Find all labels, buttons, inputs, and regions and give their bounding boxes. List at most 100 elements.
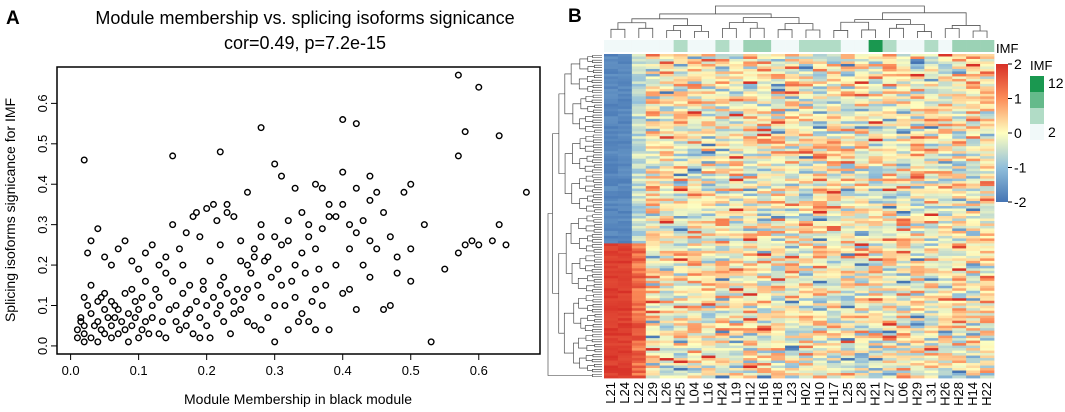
heatmap-cell — [799, 308, 814, 312]
scatter-point — [141, 318, 149, 326]
heatmap-cell — [715, 196, 730, 199]
heatmap-cell — [617, 225, 633, 229]
heatmap-cell — [757, 303, 772, 307]
heatmap-cell — [840, 186, 856, 189]
dendrogram-branch — [577, 278, 588, 289]
heatmap-cell — [631, 96, 647, 100]
heatmap-cell — [910, 313, 925, 317]
heatmap-cell — [604, 196, 619, 199]
x-tick-label: 0.0 — [62, 363, 80, 378]
heatmap-cell — [604, 73, 619, 77]
heatmap-cell — [701, 293, 716, 297]
heatmap-cell — [812, 300, 828, 304]
heatmap-cell — [771, 253, 786, 257]
heatmap-cell — [743, 283, 758, 287]
heatmap-cell — [799, 216, 814, 219]
dendrogram-branch — [593, 229, 602, 233]
heatmap-cell — [896, 228, 911, 232]
heatmap-cell — [617, 368, 633, 371]
heatmap-cell — [687, 310, 702, 314]
heatmap-cell — [799, 83, 814, 87]
heatmap-cell — [826, 243, 842, 247]
heatmap-cell — [659, 353, 675, 356]
scatter-point — [295, 318, 303, 326]
heatmap-cell — [840, 355, 856, 359]
heatmap-cell — [952, 111, 967, 115]
heatmap-cell — [799, 330, 814, 334]
heatmap-cell — [938, 240, 953, 244]
heatmap-cell — [882, 116, 897, 120]
heatmap-cell — [980, 368, 995, 371]
heatmap-cell — [659, 188, 675, 192]
heatmap-cell — [854, 93, 870, 97]
heatmap-cell — [757, 181, 772, 184]
heatmap-cell — [617, 58, 633, 62]
heatmap-cell — [631, 300, 647, 304]
heatmap-cell — [882, 146, 897, 150]
heatmap-cell — [910, 73, 925, 77]
scatter-point — [305, 233, 313, 241]
heatmap-cell — [799, 365, 814, 369]
heatmap-cell — [980, 290, 995, 294]
heatmap-cell — [757, 208, 772, 212]
heatmap-cell — [799, 93, 814, 97]
heatmap-cell — [966, 128, 981, 132]
heatmap-cell — [826, 330, 842, 334]
heatmap-cell — [673, 233, 688, 237]
heatmap-cell — [617, 148, 633, 152]
heatmap-cell — [771, 178, 786, 182]
heatmap-cell — [882, 151, 897, 155]
heatmap-cell — [910, 360, 925, 364]
column-label: L27 — [882, 382, 897, 404]
heatmap-cell — [896, 131, 911, 135]
heatmap-cell — [826, 338, 842, 342]
heatmap-cell — [799, 290, 814, 294]
heatmap-cell — [826, 280, 842, 284]
heatmap-cell — [854, 318, 870, 322]
heatmap-cell — [868, 350, 883, 354]
heatmap-cell — [771, 278, 786, 282]
scatter-point — [199, 277, 207, 285]
heatmap-cell — [687, 258, 702, 262]
heatmap-cell — [785, 368, 800, 371]
heatmap-cell — [757, 176, 772, 180]
heatmap-cell — [840, 108, 856, 112]
heatmap-cell — [687, 163, 702, 167]
heatmap-cell — [980, 78, 995, 82]
heatmap-cell — [631, 111, 647, 115]
heatmap-cell — [687, 196, 702, 199]
heatmap-cell — [715, 208, 730, 212]
heatmap-cell — [868, 98, 883, 102]
heatmap-cell — [785, 216, 800, 219]
heatmap-cell — [840, 375, 856, 379]
heatmap-cell — [785, 98, 800, 102]
dendrogram-branch — [592, 289, 602, 293]
heatmap-cell — [854, 98, 870, 102]
heatmap-cell — [882, 96, 897, 100]
heatmap-cell — [980, 333, 995, 337]
heatmap-cell — [952, 315, 967, 319]
heatmap-cell — [952, 233, 967, 237]
heatmap-cell — [604, 151, 619, 155]
scatter-point — [277, 241, 285, 249]
heatmap-cell — [785, 350, 800, 354]
heatmap-cell — [617, 335, 633, 339]
heatmap-cell — [631, 148, 647, 152]
heatmap-cell — [659, 216, 675, 219]
heatmap-cell — [771, 308, 786, 312]
heatmap-cell — [812, 353, 828, 356]
heatmap-cell — [952, 223, 967, 227]
heatmap-cell — [924, 73, 939, 77]
heatmap-cell — [715, 68, 730, 72]
heatmap-cell — [812, 101, 828, 105]
heatmap-cell — [771, 181, 786, 184]
heatmap-cell — [715, 66, 730, 70]
imf-cell — [687, 40, 702, 52]
heatmap-cell — [673, 208, 688, 212]
heatmap-cell — [952, 363, 967, 366]
heatmap-cell — [938, 128, 953, 132]
heatmap-cell — [631, 173, 647, 177]
heatmap-cell — [938, 300, 953, 304]
heatmap-cell — [659, 101, 675, 105]
imf-cell — [785, 40, 800, 52]
